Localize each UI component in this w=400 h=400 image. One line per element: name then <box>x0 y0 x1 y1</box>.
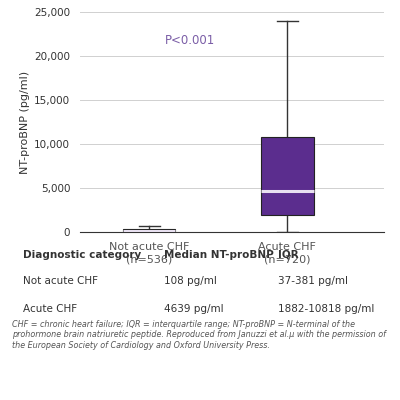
Text: Not acute CHF: Not acute CHF <box>23 276 98 286</box>
Text: P<0.001: P<0.001 <box>165 34 215 47</box>
Text: 1882-10818 pg/ml: 1882-10818 pg/ml <box>278 304 374 314</box>
Text: Acute CHF: Acute CHF <box>23 304 78 314</box>
Text: Median NT-proBNP: Median NT-proBNP <box>164 250 274 260</box>
Y-axis label: NT-proBNP (pg/ml): NT-proBNP (pg/ml) <box>20 70 30 174</box>
Bar <box>261 137 314 216</box>
Bar <box>123 229 175 232</box>
Text: IQR: IQR <box>278 250 299 260</box>
Text: CHF = chronic heart failure; IQR = interquartile range; NT-proBNP = N-terminal o: CHF = chronic heart failure; IQR = inter… <box>12 320 386 350</box>
Text: Diagnostic category: Diagnostic category <box>23 250 142 260</box>
Text: 37-381 pg/ml: 37-381 pg/ml <box>278 276 348 286</box>
Text: 4639 pg/ml: 4639 pg/ml <box>164 304 224 314</box>
Text: 108 pg/ml: 108 pg/ml <box>164 276 217 286</box>
